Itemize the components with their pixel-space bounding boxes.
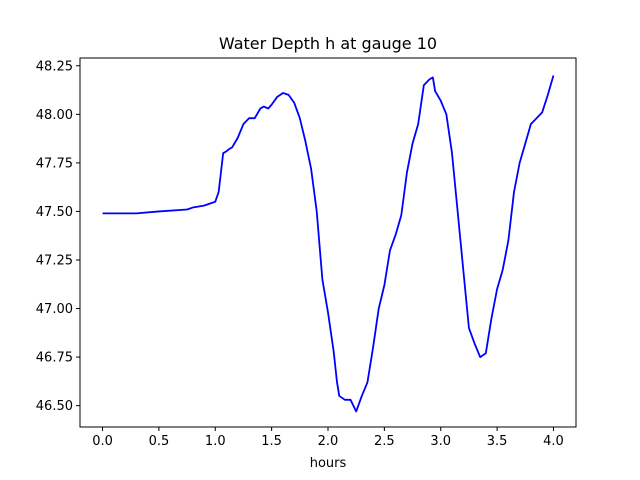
x-tick-label: 2.5: [374, 434, 395, 449]
x-tick-label: 0.5: [149, 434, 170, 449]
x-tick-label: 1.0: [205, 434, 226, 449]
x-tick-label: 4.0: [543, 434, 564, 449]
y-tick-label: 46.50: [36, 399, 73, 414]
y-tick-label: 48.00: [36, 108, 73, 123]
y-axis: 46.50 46.75 47.00 47.25 47.50 47.75 48.00 48.25: [36, 59, 80, 414]
chart-title: Water Depth h at gauge 10: [219, 34, 437, 53]
x-tick-label: 1.5: [261, 434, 282, 449]
y-tick-label: 46.75: [36, 351, 73, 366]
y-tick-label: 47.50: [36, 205, 73, 220]
x-tick-label: 2.0: [318, 434, 339, 449]
series-line-0: [102, 75, 555, 413]
x-tick-label: 3.0: [430, 434, 451, 449]
y-tick-label: 47.25: [36, 253, 73, 268]
y-tick-label: 48.25: [36, 59, 73, 74]
x-axis: 0.0 0.5 1.0 1.5 2.0 2.5 3.0 3.5 4.0: [92, 427, 564, 449]
x-tick-label: 0.0: [92, 434, 113, 449]
y-tick-label: 47.00: [36, 302, 73, 317]
y-tick-label: 47.75: [36, 156, 73, 171]
plot-area: [79, 57, 577, 428]
axes-frame: [79, 57, 577, 428]
x-tick-label: 3.5: [487, 434, 508, 449]
x-axis-label: hours: [310, 456, 347, 471]
